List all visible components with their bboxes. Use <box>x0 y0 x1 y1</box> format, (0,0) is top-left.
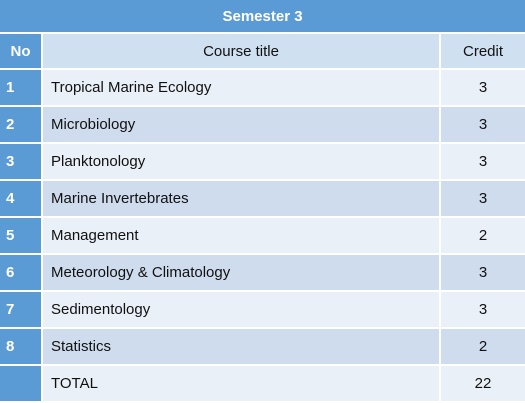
total-label: TOTAL <box>43 366 439 401</box>
semester-title: Semester 3 <box>0 0 525 32</box>
course-credit: 3 <box>441 70 525 105</box>
table-row: 8 Statistics 2 <box>0 329 525 364</box>
semester-title-row: Semester 3 <box>0 0 525 32</box>
course-credit: 2 <box>441 329 525 364</box>
row-number: 8 <box>0 329 41 364</box>
table-row: 5 Management 2 <box>0 218 525 253</box>
header-credit: Credit <box>441 34 525 68</box>
course-title: Meteorology & Climatology <box>43 255 439 290</box>
header-no: No <box>0 34 41 68</box>
row-number: 6 <box>0 255 41 290</box>
table-row: 4 Marine Invertebrates 3 <box>0 181 525 216</box>
row-number: 3 <box>0 144 41 179</box>
total-number <box>0 366 41 401</box>
table-row: 7 Sedimentology 3 <box>0 292 525 327</box>
row-number: 5 <box>0 218 41 253</box>
table-row: 3 Planktonology 3 <box>0 144 525 179</box>
course-title: Marine Invertebrates <box>43 181 439 216</box>
course-title: Management <box>43 218 439 253</box>
course-title: Statistics <box>43 329 439 364</box>
row-number: 2 <box>0 107 41 142</box>
table-row: 6 Meteorology & Climatology 3 <box>0 255 525 290</box>
course-credit: 3 <box>441 255 525 290</box>
course-credit: 2 <box>441 218 525 253</box>
header-course-title: Course title <box>43 34 439 68</box>
course-credit: 3 <box>441 292 525 327</box>
row-number: 4 <box>0 181 41 216</box>
course-title: Planktonology <box>43 144 439 179</box>
row-number: 1 <box>0 70 41 105</box>
row-number: 7 <box>0 292 41 327</box>
header-row: No Course title Credit <box>0 34 525 68</box>
course-title: Sedimentology <box>43 292 439 327</box>
course-title: Tropical Marine Ecology <box>43 70 439 105</box>
table-row: 2 Microbiology 3 <box>0 107 525 142</box>
total-row: TOTAL 22 <box>0 366 525 401</box>
total-credit: 22 <box>441 366 525 401</box>
table-row: 1 Tropical Marine Ecology 3 <box>0 70 525 105</box>
course-credit: 3 <box>441 181 525 216</box>
course-title: Microbiology <box>43 107 439 142</box>
course-credit: 3 <box>441 144 525 179</box>
course-credit: 3 <box>441 107 525 142</box>
